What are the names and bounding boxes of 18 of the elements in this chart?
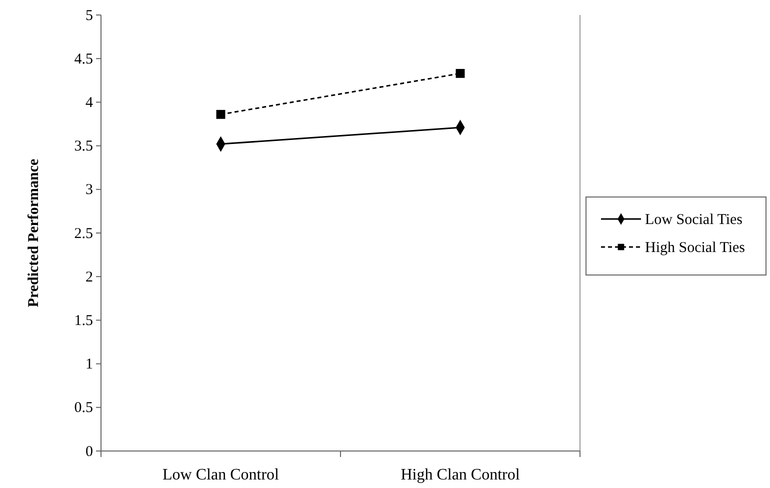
y-tick-label: 1.5 xyxy=(74,313,93,329)
y-tick-label: 2 xyxy=(86,269,93,286)
legend-label: High Social Ties xyxy=(645,240,746,256)
y-tick-label: 4 xyxy=(86,95,94,111)
x-tick-label: High Clan Control xyxy=(400,466,520,484)
y-tick-label: 1 xyxy=(86,356,93,373)
y-tick-label: 4.5 xyxy=(74,51,93,68)
y-axis-title: Predicted Performance xyxy=(26,158,42,308)
x-tick-label: Low Clan Control xyxy=(162,466,280,484)
y-tick-label: 0 xyxy=(86,444,93,460)
y-tick-label: 0.5 xyxy=(74,400,93,416)
y-tick-label: 5 xyxy=(86,8,93,24)
point xyxy=(456,68,465,78)
y-tick-label: 3.5 xyxy=(74,138,93,155)
y-tick-label: 3 xyxy=(86,182,93,198)
point xyxy=(216,110,226,119)
y-tick-label: 2.5 xyxy=(74,226,93,242)
legend-label: Low Social Ties xyxy=(645,212,743,228)
